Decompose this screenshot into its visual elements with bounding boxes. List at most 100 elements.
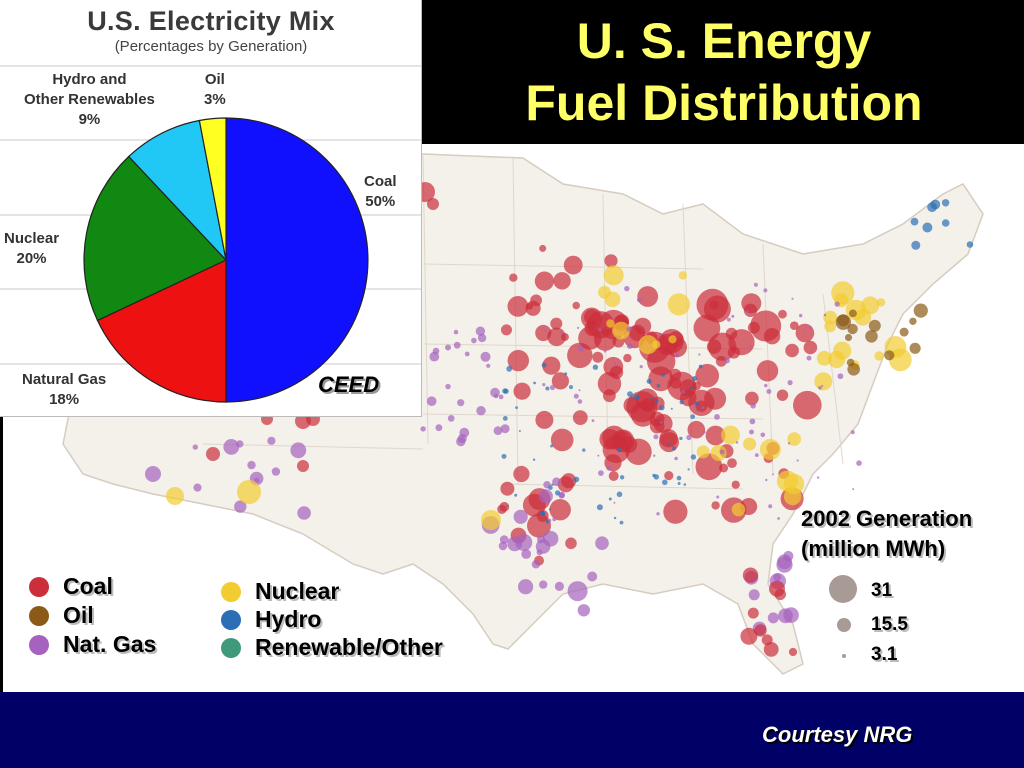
plant-dot — [790, 321, 799, 330]
plant-dot — [609, 365, 624, 380]
generation-legend-title-line1: 2002 Generation — [801, 506, 973, 531]
plant-dot — [613, 501, 616, 504]
pie-label-coal-value: 50% — [365, 193, 396, 210]
plant-dot — [678, 271, 688, 280]
plant-dot — [578, 345, 584, 352]
plant-dot — [823, 313, 827, 317]
plant-dot — [764, 383, 768, 388]
plant-dot — [677, 482, 681, 485]
plant-dot — [457, 399, 465, 407]
plant-dot — [714, 414, 720, 420]
plant-dot — [502, 416, 508, 421]
plant-dot — [816, 476, 820, 479]
plant-dot — [847, 363, 860, 376]
plant-dot — [582, 448, 586, 452]
plant-dot — [663, 499, 688, 524]
plant-dot — [506, 365, 513, 372]
plant-dot — [716, 495, 720, 499]
plant-dot — [768, 504, 773, 509]
plant-dot — [796, 459, 799, 462]
plant-dot — [706, 339, 722, 354]
plant-dot — [941, 219, 950, 227]
plant-dot — [550, 444, 554, 448]
plant-dot — [785, 343, 799, 358]
plant-dot — [541, 511, 546, 517]
plant-dot — [696, 408, 699, 411]
plant-dot — [788, 647, 798, 657]
plant-dot — [814, 372, 833, 391]
plant-dot — [572, 301, 580, 310]
plant-dot — [776, 556, 793, 573]
plant-dot — [787, 380, 793, 386]
plant-dot — [592, 351, 604, 363]
plant-dot — [542, 356, 561, 375]
plant-dot — [754, 624, 767, 637]
plant-dot — [595, 536, 609, 550]
footer-bar — [0, 692, 1024, 768]
plant-dot — [667, 442, 671, 446]
plant-dot — [553, 272, 571, 290]
plant-dot — [837, 373, 844, 380]
plant-dot — [727, 458, 737, 468]
plant-dot — [608, 471, 619, 481]
pie-label-gas-value: 18% — [49, 391, 80, 408]
plant-dot — [513, 465, 530, 483]
electricity-mix-panel: U.S. Electricity Mix (Percentages by Gen… — [0, 0, 422, 417]
plant-dot — [247, 460, 256, 470]
plant-dot — [612, 321, 630, 340]
plant-dot — [619, 475, 625, 480]
plant-dot — [773, 573, 782, 582]
plant-dot — [573, 393, 579, 399]
plant-dot — [653, 454, 656, 457]
plant-dot — [799, 313, 803, 318]
plant-dot — [750, 403, 756, 409]
plant-dot — [753, 282, 758, 287]
plant-dot — [521, 549, 532, 559]
plant-dot — [613, 516, 617, 520]
plant-dot — [909, 317, 917, 325]
plant-dot — [509, 273, 518, 282]
legend-label-oil: Oil — [63, 602, 94, 628]
plant-dot — [834, 301, 840, 307]
plant-dot — [679, 400, 684, 405]
size-legend-dot-15 — [837, 618, 851, 632]
plant-dot — [453, 341, 461, 349]
plant-dot — [234, 500, 247, 513]
plant-dot — [591, 419, 595, 422]
plant-dot — [674, 456, 678, 461]
pie-label-hydro: Hydro and Other Renewables 9% — [24, 70, 155, 130]
legend-item-gas: Nat. Gas — [29, 631, 156, 658]
plant-dot — [808, 326, 812, 329]
pie-label-oil: Oil 3% — [204, 70, 226, 110]
plant-dot — [548, 485, 553, 491]
plant-dot — [745, 391, 759, 406]
plant-dot — [476, 406, 486, 416]
pie-label-coal-name: Coal — [364, 173, 397, 190]
plant-dot — [623, 353, 632, 363]
plant-dot — [850, 430, 855, 435]
plant-dot — [909, 342, 921, 354]
plant-dot — [535, 410, 554, 429]
plant-dot — [638, 335, 658, 355]
plant-dot — [563, 255, 583, 275]
plant-dot — [501, 453, 507, 459]
plant-dot — [549, 499, 571, 521]
plant-dot — [515, 406, 518, 409]
plant-dot — [661, 373, 666, 377]
plant-dot — [518, 579, 534, 595]
plant-dot — [539, 244, 547, 252]
plant-dot — [599, 428, 620, 450]
plant-dot — [490, 387, 500, 398]
plant-dot — [647, 347, 676, 376]
plant-dot — [656, 512, 660, 516]
plant-dot — [445, 383, 451, 390]
plant-dot — [564, 372, 568, 376]
plant-dot — [533, 381, 536, 385]
plant-dot — [661, 405, 665, 409]
plant-dot — [603, 349, 607, 353]
plant-dot — [447, 415, 455, 422]
plant-dot — [577, 326, 580, 329]
plant-dot — [719, 449, 725, 455]
plant-dot — [577, 604, 590, 617]
plant-dot — [778, 309, 787, 319]
